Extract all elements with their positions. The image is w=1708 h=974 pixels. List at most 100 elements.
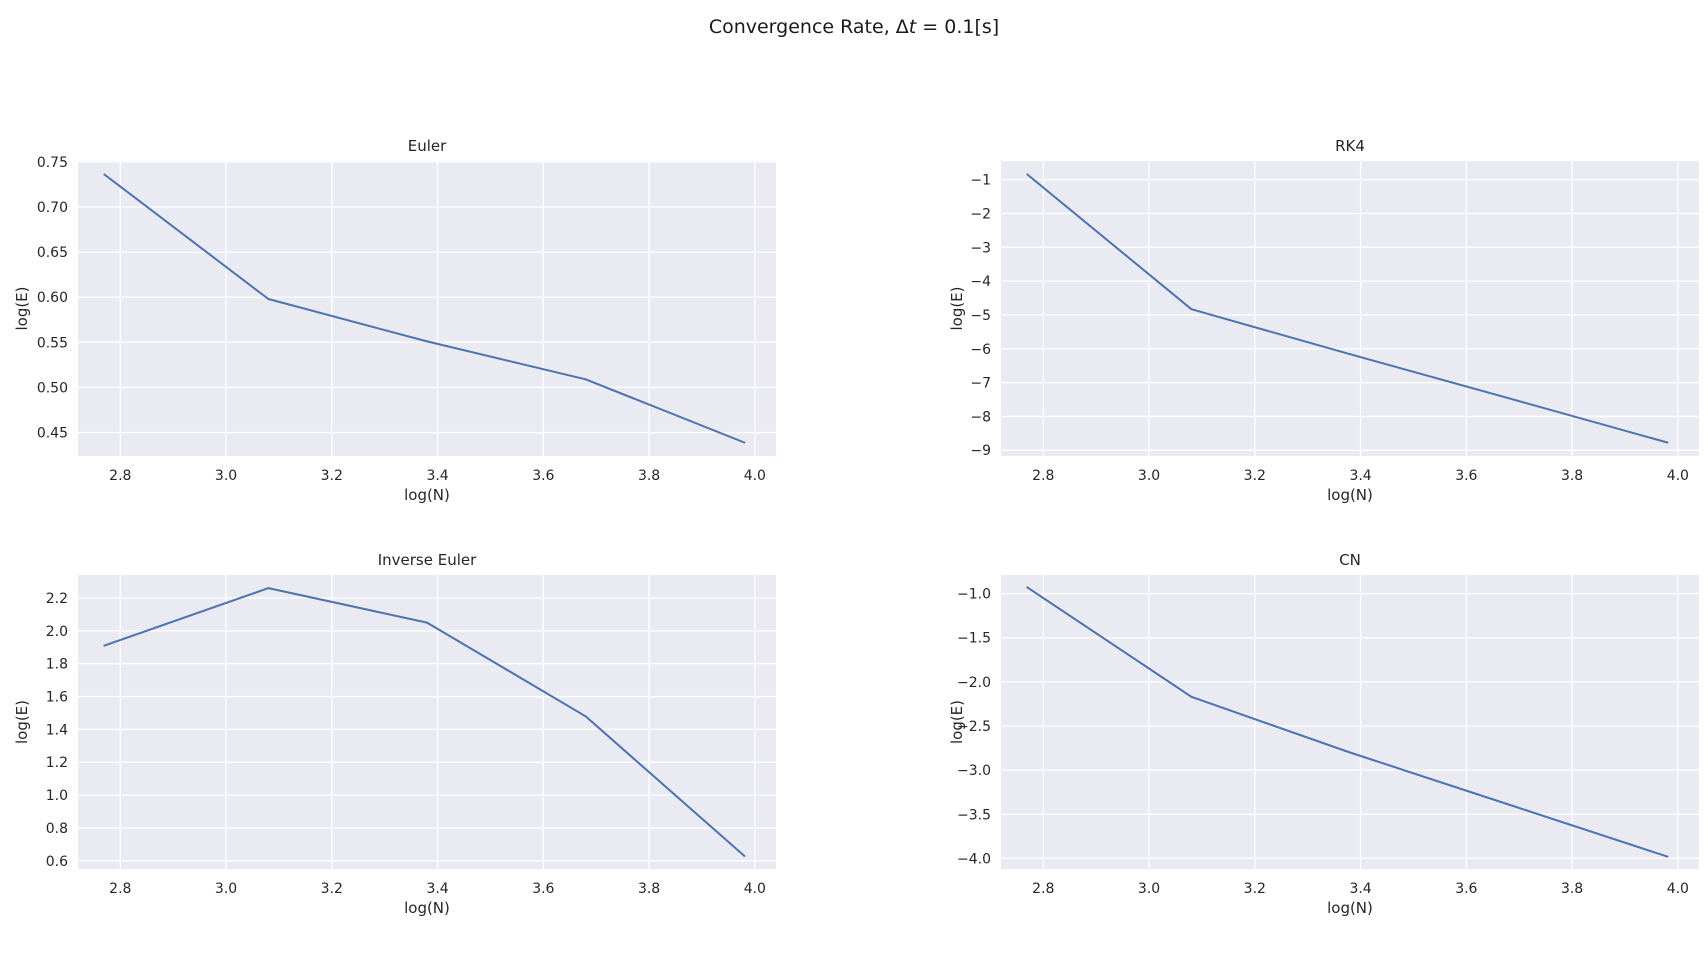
x-tick-label: 3.2 (1244, 881, 1266, 897)
x-tick-label: 2.8 (1032, 468, 1054, 484)
y-tick-label: 0.8 (46, 821, 68, 837)
y-tick-label: −3 (970, 240, 991, 256)
y-tick-label: 0.6 (46, 854, 68, 870)
x-tick-label: 2.8 (109, 881, 131, 897)
data-point (1507, 397, 1510, 400)
data-point (426, 621, 428, 624)
x-tick-label: 3.2 (1244, 468, 1266, 484)
x-tick-label: 2.8 (1032, 881, 1054, 897)
plot-area-cn (1001, 575, 1699, 869)
x-tick-label: 3.0 (1138, 468, 1160, 484)
subplot-euler: 2.8 3.0 3.2 3.4 3.6 3.8 4.0 0.45 0.50 0.55 0.60 0.6… (13, 137, 776, 504)
y-tick-label: −3.5 (957, 807, 991, 823)
x-tick-label: 3.2 (321, 468, 343, 484)
y-tick-label: −7 (970, 376, 991, 392)
x-tick-label: 3.6 (1455, 881, 1477, 897)
y-tick-label: −2 (970, 206, 991, 222)
x-tick-label: 3.0 (1138, 881, 1160, 897)
subplot-title: CN (1339, 551, 1361, 569)
data-point (584, 715, 587, 718)
x-tick-label: 3.8 (1561, 468, 1583, 484)
data-point (1026, 173, 1029, 176)
x-axis-label: log(N) (404, 486, 450, 504)
figure-suptitle: Convergence Rate, Δt = 0.1[s] (0, 16, 1708, 38)
data-point (1026, 586, 1029, 589)
grid-rk4 (1001, 161, 1699, 456)
x-tick-label: 3.4 (1349, 881, 1371, 897)
x-tick-label: 3.8 (638, 881, 660, 897)
data-point (1349, 751, 1351, 754)
y-tick-label: −1 (970, 173, 991, 189)
x-tick-label: 4.0 (744, 881, 766, 897)
subplot-title: Euler (408, 137, 447, 155)
grid-cn (1001, 575, 1699, 869)
x-tick-label: 3.0 (215, 468, 237, 484)
y-axis-label: log(E) (948, 286, 966, 330)
data-point (1349, 353, 1351, 356)
x-tick-label: 3.8 (1561, 881, 1583, 897)
x-tick-label: 2.8 (109, 468, 131, 484)
grid-euler (78, 161, 776, 456)
data-point (584, 378, 587, 381)
data-point (103, 173, 106, 176)
x-tick-label: 3.8 (638, 468, 660, 484)
x-axis-label: log(N) (1327, 486, 1373, 504)
y-tick-label: 2.2 (46, 591, 68, 607)
y-tick-label: −2.5 (957, 719, 991, 735)
x-tick-label: 3.4 (426, 468, 448, 484)
data-point (1507, 803, 1510, 806)
subplot-cn: 2.8 3.0 3.2 3.4 3.6 3.8 4.0 −4.0 −3.5 −3.0 −2.5 −2.… (948, 551, 1699, 917)
x-tick-label: 3.6 (532, 468, 554, 484)
y-tick-label: −4.0 (957, 851, 991, 867)
subplot-inverse-euler: 2.8 3.0 3.2 3.4 3.6 3.8 4.0 0.6 0.8 1.0 1.2 1.4 1.6 1… (13, 551, 776, 917)
data-point (743, 441, 746, 444)
y-tick-label: −4 (970, 274, 991, 290)
subplot-title: Inverse Euler (378, 551, 477, 569)
x-tick-label: 4.0 (1667, 468, 1689, 484)
y-tick-label: 1.0 (46, 788, 68, 804)
x-tick-label: 3.6 (1455, 468, 1477, 484)
y-tick-label: 0.70 (37, 200, 68, 216)
y-axis-label: log(E) (948, 700, 966, 744)
y-axis-label: log(E) (13, 286, 31, 330)
y-axis-label: log(E) (13, 700, 31, 744)
x-tick-label: 3.2 (321, 881, 343, 897)
y-tick-label: −2.0 (957, 675, 991, 691)
suptitle-prefix: Convergence Rate, Δ (708, 16, 909, 38)
plot-area-inverse-euler (78, 575, 776, 869)
subplot-rk4: 2.8 3.0 3.2 3.4 3.6 3.8 4.0 −9 −8 −7 −6 −5 −4 −3 −2 −1 R… (948, 137, 1699, 504)
y-tick-label: 0.55 (37, 335, 68, 351)
y-tick-label: 0.75 (37, 155, 68, 171)
y-tick-label: 1.6 (46, 690, 68, 706)
y-tick-label: −8 (970, 409, 991, 425)
subplot-title: RK4 (1335, 137, 1365, 155)
y-tick-label: −1.0 (957, 587, 991, 603)
data-point (267, 587, 270, 590)
plot-area-rk4 (1001, 161, 1699, 456)
data-point (1666, 441, 1669, 444)
y-tick-label: −1.5 (957, 631, 991, 647)
x-axis-label: log(N) (404, 899, 450, 917)
data-point (103, 644, 106, 647)
y-tick-label: −5 (970, 308, 991, 324)
y-tick-label: 1.8 (46, 657, 68, 673)
data-point (1190, 695, 1193, 698)
data-point (1190, 308, 1193, 311)
x-tick-label: 3.4 (1349, 468, 1371, 484)
y-tick-label: −9 (970, 443, 991, 459)
data-point (267, 298, 270, 301)
suptitle-suffix: = 0.1[s] (916, 16, 1000, 38)
x-tick-label: 3.0 (215, 881, 237, 897)
y-tick-label: 0.65 (37, 245, 68, 261)
x-axis-label: log(N) (1327, 899, 1373, 917)
y-tick-label: −3.0 (957, 763, 991, 779)
grid-inverse-euler (78, 575, 776, 869)
y-tick-label: −6 (970, 342, 991, 358)
x-tick-label: 4.0 (744, 468, 766, 484)
x-tick-label: 4.0 (1667, 881, 1689, 897)
plot-area-euler (78, 161, 776, 456)
y-tick-label: 1.4 (46, 722, 68, 738)
x-tick-label: 3.4 (426, 881, 448, 897)
